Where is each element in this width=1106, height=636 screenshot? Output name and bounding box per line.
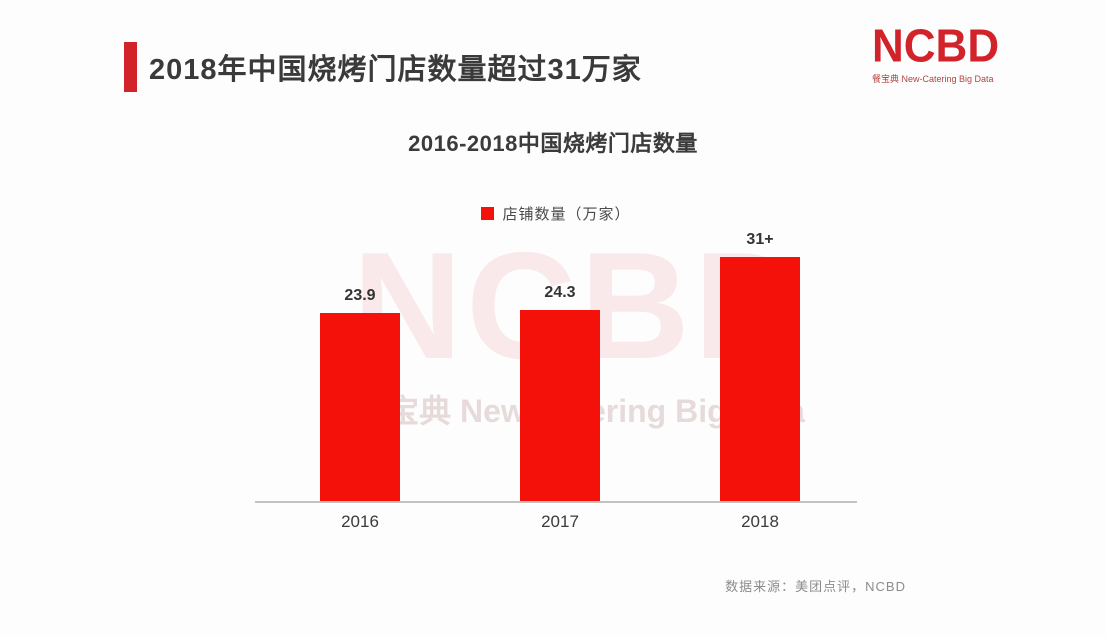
bar (720, 257, 800, 502)
bar (520, 310, 600, 502)
bar (320, 313, 400, 502)
x-axis-labels: 2016 2017 2018 (255, 502, 857, 532)
ncbd-logo: NCBD 餐宝典 New-Catering Big Data (872, 20, 1022, 85)
bar-chart-plot: 23.9 24.3 31+ 2016 2017 2018 (255, 230, 857, 531)
title-accent-bar (124, 42, 137, 92)
bar-value-label: 31+ (746, 231, 774, 248)
chart-title: 2016-2018中国烧烤门店数量 (408, 131, 698, 156)
header: 2018年中国烧烤门店数量超过31万家 (124, 42, 642, 92)
data-source-note: 数据来源：美团点评，NCBD (725, 579, 906, 594)
legend-label: 店铺数量（万家） (502, 206, 631, 223)
page-title: 2018年中国烧烤门店数量超过31万家 (149, 54, 642, 86)
x-axis-label: 2017 (541, 512, 579, 531)
bar-group: 23.9 (320, 287, 400, 502)
x-axis-line (255, 501, 857, 503)
ncbd-logo-subtitle: 餐宝典 New-Catering Big Data (872, 74, 994, 84)
bar-group: 31+ (720, 231, 800, 502)
chart-legend: 店铺数量（万家） (255, 203, 857, 224)
legend-color-swatch (481, 207, 495, 220)
bar-group: 24.3 (520, 284, 600, 502)
x-axis-label: 2018 (741, 512, 779, 531)
bar-value-label: 23.9 (344, 287, 376, 304)
ncbd-logo-text: NCBD (872, 20, 1000, 73)
bar-value-label: 24.3 (544, 284, 576, 301)
x-axis-label: 2016 (341, 512, 379, 531)
